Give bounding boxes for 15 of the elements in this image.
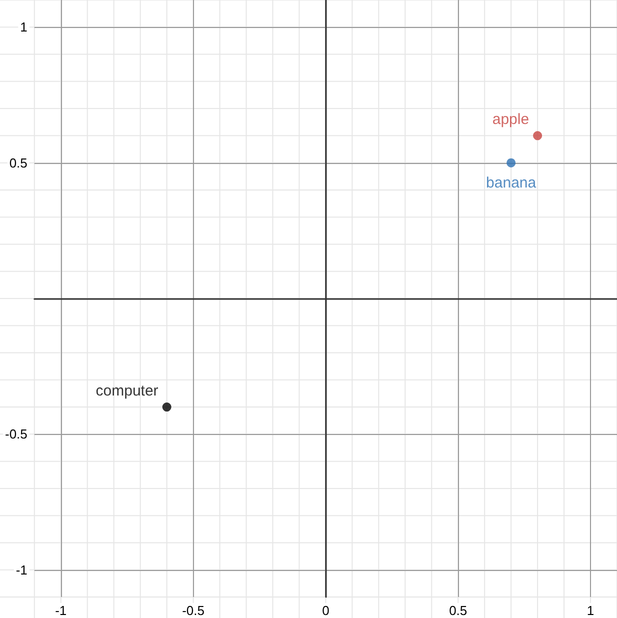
series-label: apple xyxy=(492,111,530,128)
point xyxy=(506,158,516,168)
point xyxy=(162,402,172,412)
y-tick-label: -1 xyxy=(16,562,28,578)
series-label: banana xyxy=(486,174,537,192)
x-tick-label: -0.5 xyxy=(182,603,204,618)
series-label: computer xyxy=(96,382,158,400)
y-tick-label: 0.5 xyxy=(9,155,28,170)
x-tick-label: 0.5 xyxy=(449,603,468,618)
point xyxy=(533,131,542,140)
x-tick-label: -1 xyxy=(55,603,67,618)
x-tick-label: 0 xyxy=(322,603,330,618)
y-tick-label: 1 xyxy=(20,20,28,35)
y-tick-label: -0.5 xyxy=(4,426,28,442)
x-tick-label: 1 xyxy=(586,603,594,618)
